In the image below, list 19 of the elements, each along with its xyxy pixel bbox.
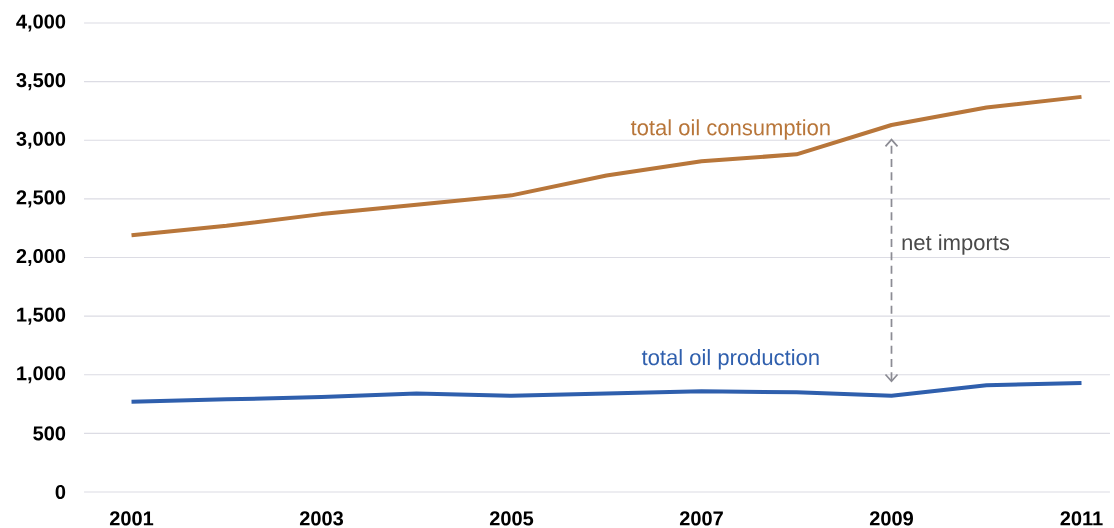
x-tick-label: 2009 (869, 511, 913, 526)
x-tick-label: 2011 (1060, 511, 1103, 526)
x-tick-label: 2005 (489, 511, 534, 526)
line-series (129, 380, 1084, 404)
y-tick-label: 1,000 (17, 366, 66, 384)
y-tick-label: 500 (33, 426, 66, 441)
y-tick-label: 2,000 (16, 248, 66, 267)
y-tick-label: 3,500 (16, 73, 66, 91)
x-tick-label: 2003 (299, 511, 344, 526)
x-tick-label: 2007 (679, 511, 723, 526)
y-tick-label: 0 (55, 484, 66, 500)
x-tick-label: 2001 (109, 511, 154, 526)
annotation: net imports (902, 234, 1010, 255)
series-label: total oil consumption (630, 119, 830, 140)
y-tick-label: 2,500 (16, 190, 66, 208)
y-tick-label: 4,000 (16, 14, 66, 32)
y-tick-label: 3,000 (16, 131, 66, 149)
series-label: total oil production (641, 349, 819, 370)
y-tick-label: 1,500 (17, 307, 66, 325)
